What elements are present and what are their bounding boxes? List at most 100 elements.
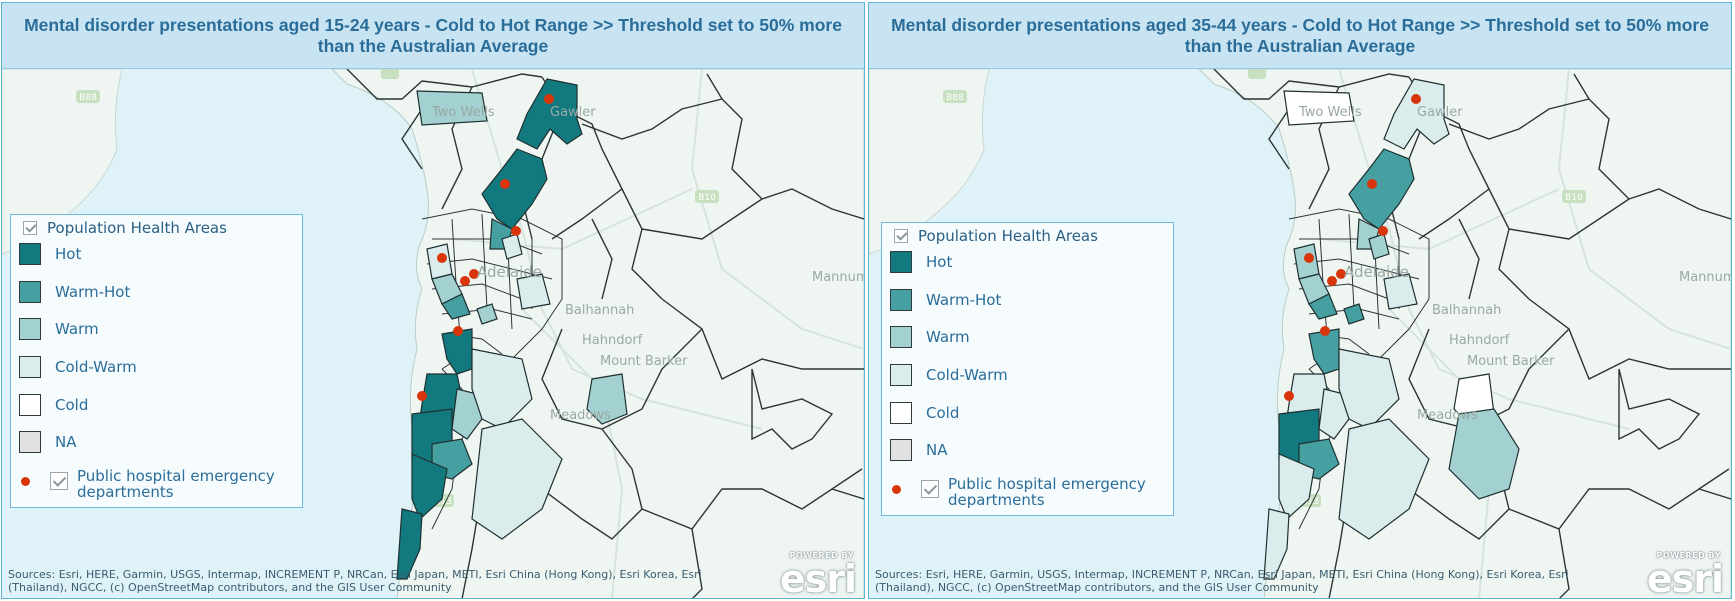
layer-label: Population Health Areas (918, 227, 1098, 245)
hospital-dot-icon[interactable] (1336, 269, 1346, 279)
hospital-markers (1284, 94, 1421, 401)
place-label: Balhannah (1432, 303, 1501, 318)
map-canvas[interactable]: B88 B10 A13 (869, 69, 1731, 599)
hospital-markers (417, 94, 554, 401)
map-title-bar: Mental disorder presentations aged 35-44… (869, 3, 1731, 69)
checkbox-checked-icon[interactable] (23, 221, 37, 235)
place-label: Gawler (550, 105, 596, 120)
map-canvas[interactable]: B88 B10 A13 (2, 69, 864, 599)
map-attribution: Sources: Esri, HERE, Garmin, USGS, Inter… (875, 568, 1569, 594)
place-label: Gawler (1417, 105, 1463, 120)
hospital-dot-icon[interactable] (1284, 391, 1294, 401)
svg-text:B88: B88 (79, 93, 97, 103)
area-adelaide-city[interactable] (1343, 303, 1365, 325)
esri-logo[interactable]: POWERED BY esri (1645, 551, 1725, 598)
hospital-dot-icon[interactable] (1378, 226, 1388, 236)
map-svg[interactable]: B88 B10 A13 (2, 69, 864, 599)
area-campbelltown[interactable] (516, 273, 551, 310)
hospital-dot-icon[interactable] (1327, 276, 1337, 286)
legend-label: NA (926, 441, 948, 459)
legend-item-cold-warm: Cold-Warm (890, 363, 1008, 387)
legend-label: Cold (926, 404, 960, 422)
hospital-dot-icon[interactable] (1411, 94, 1421, 104)
area-hindmarsh[interactable] (441, 293, 471, 320)
hospital-dot-icon[interactable] (1367, 179, 1377, 189)
area-campbelltown[interactable] (1383, 273, 1418, 310)
legend-label: Public hospital emergency departments (948, 475, 1146, 509)
legend-swatch (890, 364, 912, 386)
area-enfield[interactable] (501, 233, 523, 260)
place-label: Hahndorf (1449, 333, 1510, 348)
legend-swatch (19, 318, 41, 340)
checkbox-checked-icon[interactable] (894, 229, 908, 243)
map-legend: Population Health Areas Hot Warm-Hot War… (10, 214, 303, 508)
hospital-dot-icon[interactable] (1320, 326, 1330, 336)
area-hills-south[interactable] (471, 418, 563, 540)
legend-label: Cold (55, 396, 89, 414)
map-title: Mental disorder presentations aged 15-24… (24, 14, 842, 56)
layer-toggle-hospitals[interactable]: Public hospital emergency departments (21, 468, 277, 500)
checkbox-checked-icon[interactable] (921, 480, 939, 498)
hospital-dot-icon[interactable] (460, 276, 470, 286)
area-gawler[interactable] (1383, 78, 1450, 150)
area-aldinga[interactable] (1278, 453, 1315, 521)
powered-by-label: POWERED BY (1656, 551, 1721, 560)
place-label: Hahndorf (582, 333, 643, 348)
hospital-dot-icon[interactable] (544, 94, 554, 104)
place-label: Mannum (812, 270, 864, 285)
checkbox-checked-icon[interactable] (50, 472, 68, 490)
hospital-dot-icon[interactable] (511, 226, 521, 236)
road-shield-b88: B88 (76, 90, 100, 103)
hospital-dot-icon[interactable] (1304, 253, 1314, 263)
road-shield-b10: B10 (1562, 190, 1586, 203)
legend-swatch (890, 251, 912, 273)
legend-item-warm-hot: Warm-Hot (890, 288, 1001, 312)
road-network (451, 69, 864, 598)
map-svg[interactable]: B88 B10 A13 (869, 69, 1731, 599)
area-adelaide-city[interactable] (476, 303, 498, 325)
legend-swatch (19, 356, 41, 378)
area-sellicks[interactable] (1263, 508, 1290, 580)
map-panel-35-44: Mental disorder presentations aged 35-44… (868, 2, 1732, 599)
area-sellicks[interactable] (396, 508, 423, 580)
svg-text:A13: A13 (1301, 497, 1319, 507)
area-enfield[interactable] (1368, 233, 1390, 260)
map-legend: Population Health Areas Hot Warm-Hot War… (881, 222, 1174, 516)
area-marion[interactable] (441, 328, 473, 375)
area-hills-south[interactable] (1338, 418, 1430, 540)
place-label: Two Wells (1298, 105, 1362, 120)
hospital-dot-icon[interactable] (437, 253, 447, 263)
place-label: Balhannah (565, 303, 634, 318)
layer-toggle-population-health-areas[interactable]: Population Health Areas (894, 226, 1098, 246)
svg-text:B10: B10 (1565, 193, 1583, 203)
legend-item-warm: Warm (19, 317, 99, 341)
hospital-dot-icon[interactable] (500, 179, 510, 189)
hospital-dot-icon[interactable] (469, 269, 479, 279)
area-gawler[interactable] (516, 78, 583, 150)
legend-item-hot: Hot (19, 242, 81, 266)
hospital-dot-icon (21, 477, 30, 486)
place-labels: Two Wells Gawler Adelaide Balhannah Hahn… (431, 105, 864, 423)
place-label: Two Wells (431, 105, 495, 120)
area-meadows[interactable] (1448, 408, 1520, 500)
area-hindmarsh[interactable] (1308, 293, 1338, 320)
hospital-dot-icon[interactable] (417, 391, 427, 401)
layer-toggle-population-health-areas[interactable]: Population Health Areas (23, 218, 227, 238)
area-two-wells[interactable] (1283, 90, 1355, 126)
road-shield-b10: B10 (695, 190, 719, 203)
map-panel-15-24: Mental disorder presentations aged 15-24… (1, 2, 865, 599)
area-two-wells[interactable] (416, 90, 488, 126)
legend-swatch (19, 394, 41, 416)
place-label: Mount Barker (600, 354, 688, 369)
esri-logo[interactable]: POWERED BY esri (778, 551, 858, 598)
area-mount-barker[interactable] (586, 373, 628, 425)
layer-toggle-hospitals[interactable]: Public hospital emergency departments (892, 476, 1148, 508)
hospital-dot-icon[interactable] (453, 326, 463, 336)
area-marion[interactable] (1308, 328, 1340, 375)
legend-swatch (19, 281, 41, 303)
legend-item-hot: Hot (890, 250, 952, 274)
place-label: Mannum (1679, 270, 1731, 285)
area-aldinga[interactable] (411, 453, 448, 521)
layer-label: Population Health Areas (47, 219, 227, 237)
legend-label: Warm (55, 320, 99, 338)
